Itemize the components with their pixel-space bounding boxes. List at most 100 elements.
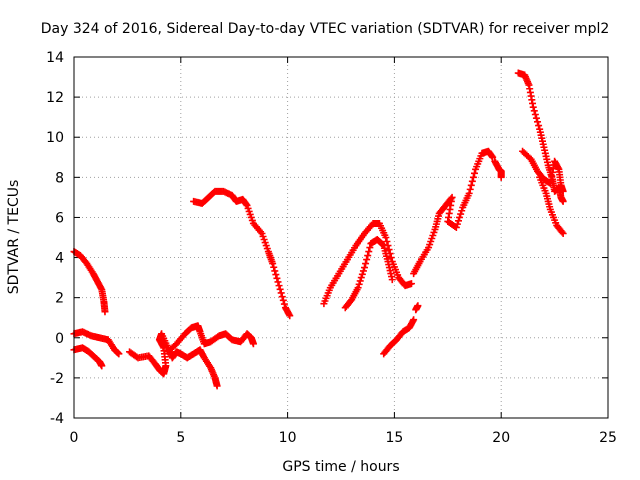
data-point <box>457 210 465 218</box>
data-point <box>558 228 566 236</box>
data-point <box>469 173 477 181</box>
y-tick-label: 12 <box>46 90 64 106</box>
data-point <box>559 197 567 205</box>
data-point <box>559 187 567 195</box>
series-arc-d <box>126 330 221 390</box>
data-point <box>360 264 368 272</box>
x-tick-label: 10 <box>279 430 297 446</box>
data-point <box>356 277 364 285</box>
data-point <box>530 107 538 115</box>
data-point <box>275 282 283 290</box>
data-point <box>468 177 476 185</box>
data-point <box>213 382 221 390</box>
data-point <box>366 244 374 252</box>
data-points <box>70 69 567 390</box>
y-tick-label: -4 <box>50 411 64 427</box>
data-point <box>414 302 422 310</box>
data-point <box>467 181 475 189</box>
data-point <box>410 316 418 324</box>
y-tick-label: 2 <box>55 291 64 307</box>
data-point <box>355 280 363 288</box>
x-tick-label: 25 <box>599 430 617 446</box>
data-point <box>454 217 462 225</box>
data-point <box>357 274 365 282</box>
series-arc-a <box>70 248 109 316</box>
x-tick-label: 0 <box>70 430 79 446</box>
chart-title: Day 324 of 2016, Sidereal Day-to-day VTE… <box>41 21 610 37</box>
data-point <box>534 118 542 126</box>
data-point <box>387 254 395 262</box>
y-axis-label: SDTVAR / TECUs <box>6 180 22 295</box>
data-point <box>456 213 464 221</box>
data-point <box>358 270 366 278</box>
data-point <box>465 189 473 197</box>
data-point <box>529 103 537 111</box>
x-tick-label: 5 <box>176 430 185 446</box>
data-point <box>101 308 109 316</box>
data-point <box>274 278 282 286</box>
data-point <box>535 122 543 130</box>
series-arc-j <box>412 302 422 314</box>
data-point <box>379 241 387 249</box>
data-point <box>280 300 288 308</box>
data-point <box>489 153 497 161</box>
data-point <box>382 234 390 241</box>
y-tick-label: -2 <box>50 371 64 387</box>
x-tick-labels: 0 5 10 15 20 25 <box>70 430 617 446</box>
data-point <box>270 263 278 271</box>
series-arc-k <box>410 147 497 278</box>
series-arc-e <box>164 322 257 356</box>
series-arc-b <box>70 328 123 358</box>
series-arc-f <box>190 187 294 320</box>
data-point <box>385 246 393 254</box>
y-tick-label: 14 <box>46 50 64 66</box>
data-point <box>497 173 505 181</box>
data-point <box>269 260 277 268</box>
data-point <box>363 256 371 264</box>
x-tick-label: 20 <box>492 430 510 446</box>
data-point <box>452 223 460 231</box>
x-tick-label: 15 <box>385 430 403 446</box>
series-arc-g <box>320 219 415 308</box>
y-tick-label: 4 <box>55 251 64 267</box>
data-point <box>249 340 257 348</box>
data-point <box>458 207 466 215</box>
data-point <box>98 362 106 370</box>
data-point <box>272 271 280 279</box>
data-point <box>277 289 285 297</box>
data-point <box>362 260 370 268</box>
data-point <box>276 285 284 293</box>
series-arc-o <box>536 173 567 237</box>
data-point <box>466 185 474 193</box>
x-axis-label: GPS time / hours <box>282 459 399 475</box>
data-point <box>279 296 287 304</box>
series-arc-h <box>341 236 396 312</box>
y-tick-labels: -4 -2 0 2 4 6 8 10 12 14 <box>46 50 64 427</box>
data-point <box>359 267 367 275</box>
y-tick-label: 8 <box>55 170 64 186</box>
data-point <box>532 114 540 122</box>
plot-frame <box>73 56 609 419</box>
data-point <box>278 293 286 301</box>
data-point <box>471 169 478 177</box>
data-point <box>531 110 539 118</box>
data-point <box>354 284 362 292</box>
series-arc-l <box>491 157 505 181</box>
data-point <box>407 280 415 288</box>
series-arc-i <box>380 316 418 358</box>
data-point <box>559 229 567 237</box>
data-point <box>453 220 461 228</box>
data-point <box>273 274 281 282</box>
data-point <box>115 350 123 358</box>
y-tick-label: 0 <box>55 331 64 347</box>
y-tick-label: 6 <box>55 210 64 226</box>
data-point <box>364 252 372 260</box>
data-point <box>365 248 373 256</box>
data-point <box>271 267 279 275</box>
data-point <box>388 276 396 284</box>
y-tick-label: 10 <box>46 130 64 146</box>
data-point <box>286 312 294 320</box>
data-point <box>383 238 391 246</box>
series-arc-n <box>519 147 567 195</box>
